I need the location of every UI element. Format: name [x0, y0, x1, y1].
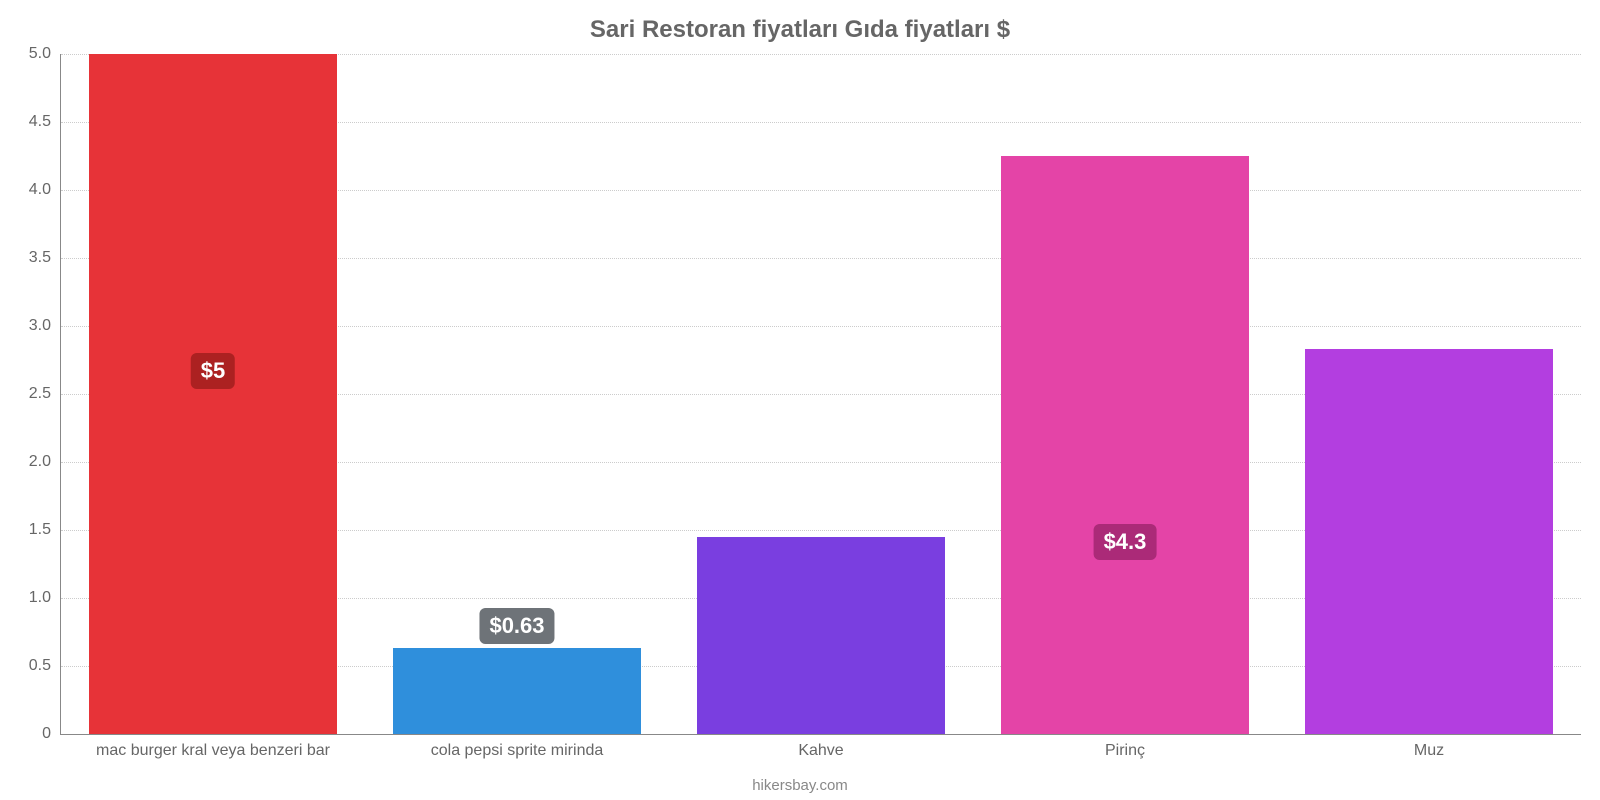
y-tick-label: 3.0	[29, 317, 61, 335]
plot-area: 00.51.01.52.02.53.03.54.04.55.0$5mac bur…	[60, 54, 1581, 735]
bar: $0.63	[393, 648, 641, 734]
y-tick-label: 5.0	[29, 45, 61, 63]
y-tick-label: 4.5	[29, 113, 61, 131]
chart-title: Sari Restoran fiyatları Gıda fiyatları $	[0, 16, 1600, 44]
bar: $1.5	[697, 537, 945, 734]
y-tick-label: 0	[42, 725, 61, 743]
x-category-label: Pirinç	[1105, 734, 1145, 760]
x-category-label: Kahve	[798, 734, 843, 760]
price-bar-chart: Sari Restoran fiyatları Gıda fiyatları $…	[0, 0, 1600, 800]
y-tick-label: 2.5	[29, 385, 61, 403]
y-tick-label: 4.0	[29, 181, 61, 199]
x-category-label: Muz	[1414, 734, 1444, 760]
x-category-label: mac burger kral veya benzeri bar	[96, 734, 330, 760]
y-tick-label: 1.0	[29, 589, 61, 607]
y-tick-label: 2.0	[29, 453, 61, 471]
bar: $5	[89, 54, 337, 734]
x-category-label: cola pepsi sprite mirinda	[431, 734, 604, 760]
y-tick-label: 0.5	[29, 657, 61, 675]
y-tick-label: 3.5	[29, 249, 61, 267]
y-tick-label: 1.5	[29, 521, 61, 539]
bar-value-label: $5	[191, 353, 235, 389]
bar: $4.3	[1001, 156, 1249, 734]
bar: $2.8	[1305, 349, 1553, 734]
bar-value-label: $4.3	[1094, 524, 1157, 560]
source-caption: hikersbay.com	[0, 777, 1600, 794]
bar-value-label: $0.63	[479, 608, 554, 644]
